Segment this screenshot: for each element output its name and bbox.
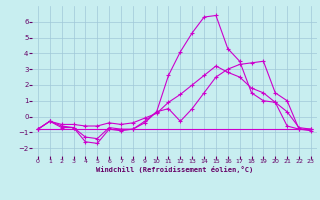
X-axis label: Windchill (Refroidissement éolien,°C): Windchill (Refroidissement éolien,°C) [96,166,253,173]
